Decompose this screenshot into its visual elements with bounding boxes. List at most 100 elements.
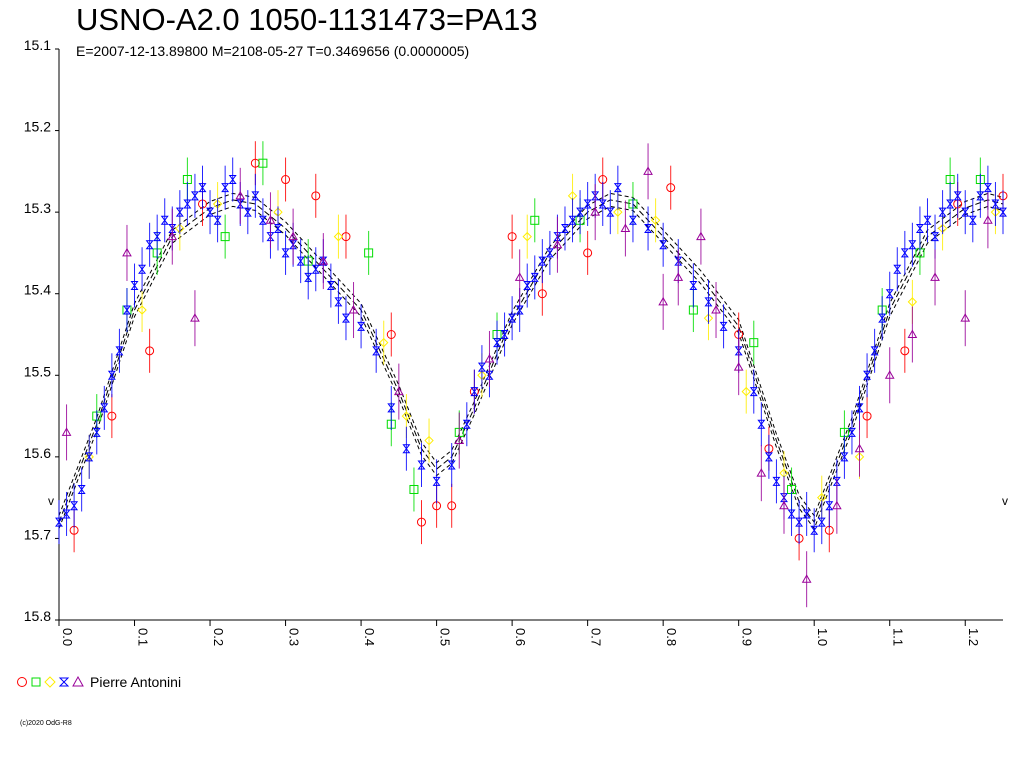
data-point-hourglass [462, 419, 471, 429]
data-point-triangle [983, 215, 993, 224]
data-point-triangle [658, 296, 669, 306]
data-point-hourglass [341, 313, 350, 323]
fit-curve [58, 205, 1004, 530]
data-point-hourglass [719, 321, 728, 331]
data-point-triangle [733, 362, 744, 371]
data-point-hourglass [523, 281, 532, 291]
legend-circle-icon [17, 677, 27, 687]
data-point-hourglass [493, 338, 502, 348]
data-point-hourglass [160, 215, 169, 225]
data-point-hourglass [198, 183, 207, 193]
data-point-hourglass [500, 330, 509, 339]
data-point-circle [666, 183, 676, 193]
data-point-hourglass [787, 509, 796, 519]
data-point-hourglass [92, 427, 101, 437]
data-point-diamond [613, 207, 623, 217]
data-point-hourglass [296, 256, 305, 266]
data-point-triangle [673, 272, 684, 281]
data-point-hourglass [863, 370, 872, 380]
data-point-hourglass [968, 215, 977, 225]
data-point-square [530, 215, 540, 225]
data-point-hourglass [825, 501, 834, 511]
data-point-triangle [854, 443, 865, 453]
data-point-hourglass [77, 484, 86, 494]
data-point-hourglass [734, 346, 743, 356]
data-point-hourglass [560, 223, 569, 233]
data-point-hourglass [417, 460, 426, 470]
data-point-hourglass [334, 297, 343, 307]
data-point-triangle [779, 500, 789, 510]
data-point-hourglass [266, 232, 275, 242]
data-point-hourglass [991, 199, 1000, 209]
data-point-circle [281, 175, 291, 185]
data-point-circle [311, 191, 321, 201]
data-point-hourglass [326, 281, 335, 291]
data-point-hourglass [130, 281, 139, 291]
data-point-circle [447, 501, 457, 511]
data-point-hourglass [893, 264, 902, 274]
data-point-hourglass [689, 281, 698, 291]
data-point-square [364, 248, 374, 258]
data-point-triangle [643, 166, 653, 175]
data-point-hourglass [931, 232, 940, 242]
data-point-hourglass [85, 452, 94, 462]
x-tick-label: 0.9 [740, 628, 755, 646]
data-point-hourglass [206, 207, 215, 217]
data-point-square [409, 484, 419, 494]
data-point-triangle [484, 353, 495, 363]
data-point-hourglass [470, 387, 479, 397]
data-point-triangle [930, 272, 940, 281]
x-tick-label: 0.7 [589, 628, 604, 646]
data-point-square [749, 338, 759, 348]
data-point-diamond [333, 231, 344, 242]
data-point-hourglass [704, 297, 713, 307]
data-point-hourglass [221, 183, 230, 193]
fit-curve [58, 199, 1004, 524]
data-point-hourglass [432, 476, 441, 486]
data-point-hourglass [251, 191, 260, 201]
data-point-hourglass [402, 444, 411, 454]
data-point-triangle [756, 468, 767, 477]
data-point-hourglass [175, 207, 184, 217]
data-point-hourglass [659, 240, 668, 250]
data-point-hourglass [915, 223, 924, 233]
data-point-hourglass [976, 191, 985, 201]
y-tick-label: 15.4 [24, 282, 51, 298]
data-point-hourglass [168, 223, 177, 233]
data-point-hourglass [749, 387, 758, 397]
data-point-diamond [650, 215, 661, 226]
data-point-diamond [424, 435, 434, 446]
data-point-hourglass [304, 272, 313, 282]
data-point-hourglass [628, 215, 637, 225]
data-point-hourglass [772, 476, 781, 486]
data-point-hourglass [878, 313, 887, 323]
data-point-hourglass [961, 207, 970, 217]
data-point-hourglass [190, 191, 199, 201]
y-tick-label: 15.1 [24, 37, 51, 53]
data-point-hourglass [530, 272, 539, 282]
data-point-hourglass [946, 199, 955, 209]
data-point-hourglass [606, 207, 615, 217]
data-point-hourglass [938, 207, 947, 217]
data-point-triangle [190, 313, 200, 322]
y-tick-label: 15.8 [24, 608, 51, 624]
data-point-circle [386, 330, 396, 339]
data-point-hourglass [953, 191, 962, 201]
data-point-hourglass [274, 223, 283, 233]
data-point-square [258, 158, 268, 168]
data-point-hourglass [999, 207, 1007, 217]
data-point-hourglass [243, 207, 252, 217]
data-point-hourglass [817, 517, 826, 527]
data-point-hourglass [810, 525, 819, 535]
data-point-triangle [801, 574, 812, 583]
y-tick-label: 15.2 [24, 119, 51, 135]
data-point-hourglass [674, 256, 683, 266]
copyright-note: (c)2020 OdG-R8 [20, 720, 72, 727]
data-point-triangle [454, 435, 465, 445]
x-tick-label: 1.1 [891, 628, 906, 646]
data-point-circle [583, 248, 593, 258]
data-point-triangle [831, 500, 842, 510]
data-point-hourglass [764, 452, 773, 462]
data-point-hourglass [583, 199, 592, 209]
